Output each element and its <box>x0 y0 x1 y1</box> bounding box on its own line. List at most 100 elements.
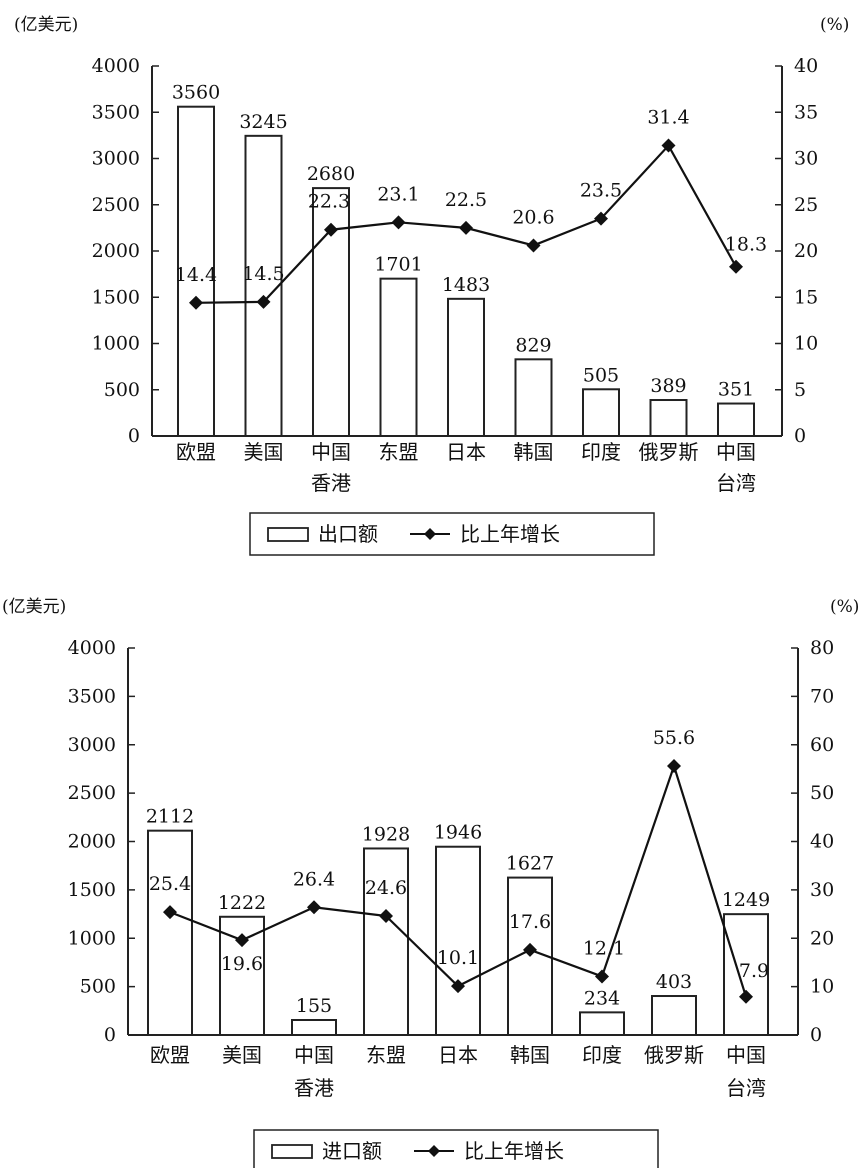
left-tick-label: 3000 <box>68 734 116 756</box>
growth-value-label: 23.1 <box>377 183 419 205</box>
legend-diamond-icon <box>428 1145 440 1157</box>
growth-point <box>324 222 338 237</box>
right-tick-label: 0 <box>794 425 806 447</box>
bar <box>177 105 215 437</box>
bar-value-label: 2112 <box>146 806 194 828</box>
left-tick-label: 500 <box>104 379 140 401</box>
growth-value-label: 20.6 <box>512 206 554 228</box>
legend-bar-swatch <box>271 1144 313 1159</box>
category-label: 日本 <box>438 1043 478 1067</box>
left-tick-label: 0 <box>104 1024 116 1046</box>
bar-value-label: 155 <box>296 995 332 1017</box>
bar-value-label: 1946 <box>434 822 482 844</box>
bar <box>723 913 769 1036</box>
right-tick-label: 50 <box>810 782 834 804</box>
right-tick-label: 70 <box>810 685 834 707</box>
category-label: 中国 <box>716 440 756 464</box>
growth-value-label: 55.6 <box>653 727 695 749</box>
growth-point <box>459 220 473 235</box>
growth-value-label: 10.1 <box>437 947 479 969</box>
bar-value-label: 389 <box>650 375 686 397</box>
legend: 出口额 比上年增长 <box>249 512 655 556</box>
bar-value-label: 234 <box>584 987 620 1009</box>
growth-value-label: 24.6 <box>365 877 407 899</box>
growth-value-label: 22.5 <box>445 189 487 211</box>
chart-2: (亿美元) (%)05001000150020002500300035004000… <box>2 597 859 1168</box>
category-label: 香港 <box>294 1076 334 1100</box>
bar <box>435 845 481 1036</box>
growth-point <box>739 989 753 1004</box>
category-label: 欧盟 <box>150 1043 190 1067</box>
left-tick-label: 3500 <box>68 685 116 707</box>
growth-value-label: 18.3 <box>725 234 767 256</box>
right-axis-unit: (%) <box>830 597 859 617</box>
legend-box <box>249 512 655 556</box>
legend-bar-swatch <box>267 527 309 542</box>
growth-point <box>391 215 406 230</box>
left-tick-label: 3500 <box>92 101 140 123</box>
growth-point <box>594 211 608 226</box>
left-tick-label: 1000 <box>68 927 116 949</box>
growth-point <box>256 294 271 309</box>
growth-point <box>379 908 393 923</box>
right-tick-label: 40 <box>794 55 818 77</box>
bar-value-label: 403 <box>656 971 692 993</box>
growth-value-label: 7.9 <box>739 960 769 982</box>
left-tick-label: 2000 <box>92 240 140 262</box>
right-tick-label: 60 <box>810 734 834 756</box>
bar <box>717 402 755 437</box>
category-label: 东盟 <box>379 440 419 464</box>
bar <box>291 1019 337 1036</box>
legend-diamond-icon <box>424 528 436 540</box>
category-label: 印度 <box>582 1043 622 1067</box>
growth-value-label: 17.6 <box>509 911 551 933</box>
right-tick-label: 10 <box>794 333 818 355</box>
category-label: 台湾 <box>726 1076 766 1100</box>
category-label: 俄罗斯 <box>644 1043 704 1067</box>
left-tick-label: 4000 <box>68 637 116 659</box>
right-tick-label: 80 <box>810 637 834 659</box>
growth-point <box>163 905 177 920</box>
left-tick-label: 3000 <box>92 148 140 170</box>
bar-value-label: 1701 <box>374 254 422 276</box>
growth-point <box>523 942 537 957</box>
legend: 进口额 比上年增长 <box>253 1129 659 1168</box>
category-label: 欧盟 <box>176 440 216 464</box>
right-tick-label: 5 <box>794 379 806 401</box>
bar <box>147 829 193 1036</box>
right-tick-label: 30 <box>810 879 834 901</box>
left-tick-label: 1500 <box>92 286 140 308</box>
growth-point <box>307 900 321 915</box>
right-tick-label: 40 <box>810 831 834 853</box>
growth-value-label: 12.1 <box>583 937 625 959</box>
bar-value-label: 2680 <box>307 163 355 185</box>
category-label: 中国 <box>294 1043 334 1067</box>
category-label: 香港 <box>311 471 351 495</box>
bar <box>579 1011 625 1036</box>
right-tick-label: 35 <box>794 101 818 123</box>
bar-value-label: 1222 <box>218 892 266 914</box>
bar <box>363 847 409 1036</box>
legend-line-label: 比上年增长 <box>464 1139 564 1163</box>
category-label: 俄罗斯 <box>639 440 699 464</box>
growth-value-label: 22.3 <box>308 191 350 213</box>
chart-1: (亿美元) (%) 0 500 1000 1500 2000 2500 3000 3500 4000… <box>14 15 849 556</box>
growth-point <box>661 138 676 153</box>
category-label: 中国 <box>726 1043 766 1067</box>
left-tick-label: 2500 <box>92 194 140 216</box>
category-label: 印度 <box>581 440 621 464</box>
growth-value-label: 14.5 <box>242 263 284 285</box>
bar-value-label: 1249 <box>722 889 770 911</box>
left-tick-label: 1500 <box>68 879 116 901</box>
legend-box <box>253 1129 659 1168</box>
bar-value-label: 1928 <box>362 823 410 845</box>
legend-bar-label: 进口额 <box>322 1139 382 1163</box>
bar-value-label: 351 <box>718 379 754 401</box>
bar-value-label: 3560 <box>172 82 220 104</box>
right-tick-label: 20 <box>794 240 818 262</box>
bar <box>244 134 283 437</box>
bar-value-label: 505 <box>583 364 619 386</box>
category-label: 韩国 <box>510 1043 550 1067</box>
growth-point <box>189 295 203 310</box>
right-tick-label: 0 <box>810 1024 822 1046</box>
